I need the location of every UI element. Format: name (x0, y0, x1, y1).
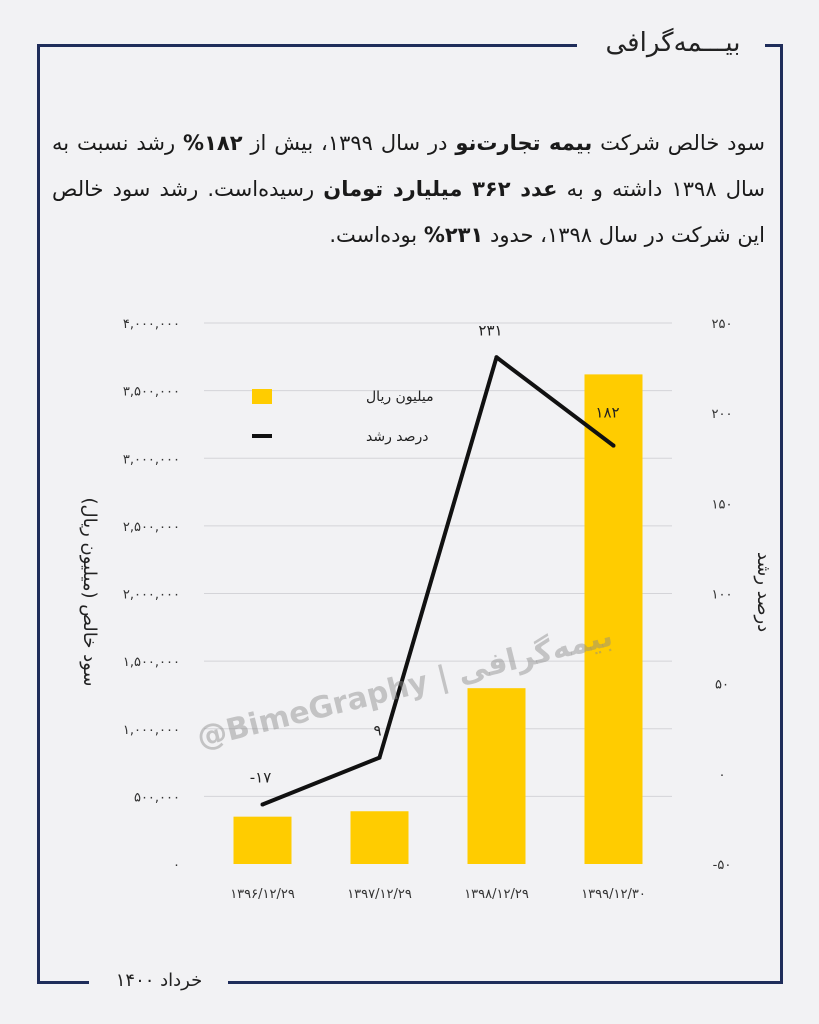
y-tick-label: ۲,۵۰۰,۰۰۰ (123, 520, 180, 535)
bar (467, 688, 526, 864)
growth-line (261, 355, 615, 807)
y2-tick-label: ۵۰ (715, 678, 729, 693)
bar (584, 374, 643, 864)
chart-left-axis: ۴,۰۰۰,۰۰۰ ۳,۵۰۰,۰۰۰ ۳,۰۰۰,۰۰۰ ۲,۵۰۰,۰۰۰ ۲,۰۰… (123, 317, 180, 873)
bar (350, 811, 409, 864)
growth-point (377, 755, 382, 760)
frame-left (37, 44, 40, 984)
frame-right (780, 44, 783, 984)
intro-text: سود خالص شرکت بیمه تجارت‌نو در سال ۱۳۹۹،… (52, 120, 765, 258)
watermark: @BimeGraphy | بیمه‌گرافی (193, 618, 616, 756)
chart-line (260, 355, 616, 807)
y2-tick-label: ۲۰۰ (712, 407, 733, 422)
y2-tick-label: ۱۵۰ (712, 497, 733, 512)
y2-tick-label: -۵۰ (713, 858, 732, 873)
legend-bar-label: میلیون ریال (366, 389, 434, 405)
intro-growth-1399: ۱۸۲% (183, 131, 243, 155)
growth-point (260, 802, 265, 807)
growth-point (494, 355, 499, 360)
y-tick-label: ۱,۵۰۰,۰۰۰ (123, 655, 180, 670)
intro-text-3: رشد نسبت به سال ۱۳۹۸ داشته و به (52, 131, 765, 201)
y2-tick-label: ۰ (719, 768, 726, 783)
intro-text-4: رسیده‌است. رشد سود خالص این شرکت در سال … (52, 177, 765, 247)
growth-label: -۱۷ (250, 768, 272, 786)
y2-tick-label: ۲۵۰ (712, 317, 733, 332)
growth-label: ۱۸۲ (595, 404, 619, 422)
y-tick-label: ۳,۰۰۰,۰۰۰ (123, 452, 180, 467)
legend: میلیون ریال درصد رشد (252, 389, 434, 445)
frame-top-left (37, 44, 577, 47)
y-tick-label: ۲,۰۰۰,۰۰۰ (123, 588, 180, 603)
legend-bar-swatch (252, 389, 272, 404)
frame-bottom-right (228, 981, 783, 984)
y2-tick-label: ۱۰۰ (712, 588, 733, 603)
intro-text-1: سود خالص شرکت (592, 131, 765, 155)
y2-axis-title: درصد رشد (753, 552, 774, 632)
x-tick-label: ۱۳۹۶/۱۲/۲۹ (230, 887, 295, 902)
intro-text-2: در سال ۱۳۹۹، بیش از (242, 131, 456, 155)
intro-amount: عدد ۳۶۲ میلیارد تومان (323, 177, 558, 201)
frame-bottom-left (37, 981, 89, 984)
chart-right-axis: ۲۵۰ ۲۰۰ ۱۵۰ ۱۰۰ ۵۰ ۰ -۵۰ (712, 317, 733, 873)
x-tick-label: ۱۳۹۷/۱۲/۲۹ (347, 887, 412, 902)
chart-x-axis: ۱۳۹۶/۱۲/۲۹ ۱۳۹۷/۱۲/۲۹ ۱۳۹۸/۱۲/۲۹ ۱۳۹۹/۱۲/۳۰ (230, 887, 646, 902)
y-tick-label: ۰ (173, 858, 180, 873)
x-tick-label: ۱۳۹۹/۱۲/۳۰ (581, 887, 646, 902)
bar (233, 816, 292, 864)
growth-point (611, 443, 616, 448)
frame-top-right (765, 44, 783, 47)
legend-line-label: درصد رشد (366, 429, 429, 445)
y-tick-label: ۳,۵۰۰,۰۰۰ (123, 385, 180, 400)
x-tick-label: ۱۳۹۸/۱۲/۲۹ (464, 887, 529, 902)
intro-company: بیمه تجارت‌نو (455, 131, 593, 155)
intro-text-5: بوده‌است. (329, 223, 424, 247)
y-axis-title: سود خالص (میلیون ریال) (79, 498, 100, 687)
intro-growth-1398: ۲۳۱% (423, 223, 484, 247)
y-tick-label: ۵۰۰,۰۰۰ (134, 790, 180, 805)
growth-label: ۲۳۱ (478, 321, 502, 339)
brand-title: بیـــمه‌گرافی (605, 28, 741, 58)
chart-bars (233, 374, 643, 864)
growth-label: ۹ (373, 722, 381, 740)
footer-date: خرداد ۱۴۰۰ (115, 970, 203, 991)
y-tick-label: ۱,۰۰۰,۰۰۰ (123, 723, 180, 738)
chart-data-labels: -۱۷ ۹ ۲۳۱ ۱۸۲ (250, 321, 620, 786)
y-tick-label: ۴,۰۰۰,۰۰۰ (123, 317, 180, 332)
